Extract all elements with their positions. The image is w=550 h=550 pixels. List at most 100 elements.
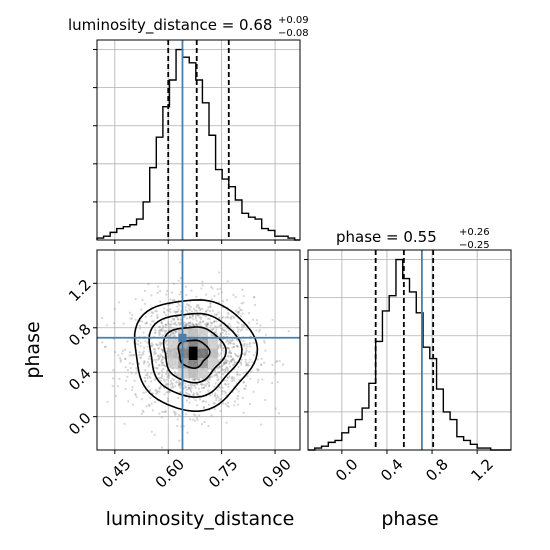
sample-point xyxy=(195,319,198,322)
sample-point xyxy=(194,419,197,422)
sample-point xyxy=(239,361,243,364)
joint-truth-marker xyxy=(178,333,187,342)
sample-point xyxy=(129,317,132,320)
sample-point xyxy=(165,382,168,385)
sample-point xyxy=(185,324,188,328)
sample-point xyxy=(211,375,214,378)
sample-point xyxy=(223,362,226,366)
sample-point xyxy=(158,372,161,375)
sample-point xyxy=(225,361,228,364)
sample-point xyxy=(148,404,151,407)
sample-point xyxy=(154,331,157,334)
sample-point xyxy=(164,410,167,413)
sample-point xyxy=(159,376,162,379)
sample-point xyxy=(210,368,213,371)
sample-point xyxy=(237,312,240,316)
sample-point xyxy=(114,351,117,354)
sample-point xyxy=(219,386,222,389)
sample-point xyxy=(207,403,211,406)
sample-point xyxy=(257,368,260,371)
sample-point xyxy=(257,378,260,381)
sample-point xyxy=(233,404,236,407)
sample-point xyxy=(237,328,240,331)
density-cell xyxy=(168,358,179,369)
sample-point xyxy=(203,406,206,409)
sample-point xyxy=(162,378,166,381)
sample-point xyxy=(178,379,181,382)
sample-point xyxy=(198,313,201,317)
density-cell xyxy=(208,358,219,369)
sample-point xyxy=(158,390,161,393)
sample-point xyxy=(232,345,236,348)
sample-point xyxy=(188,397,191,400)
sample-point xyxy=(167,376,170,379)
sample-point xyxy=(226,376,229,379)
sample-point xyxy=(265,333,268,336)
sample-point xyxy=(128,354,131,357)
sample-point xyxy=(204,315,207,318)
sample-point xyxy=(153,351,156,354)
sample-point xyxy=(223,361,226,364)
sample-point xyxy=(237,333,240,337)
sample-point xyxy=(236,354,239,357)
sample-point xyxy=(154,361,157,364)
sample-point xyxy=(204,293,208,296)
sample-point xyxy=(134,393,137,396)
sample-point xyxy=(202,406,205,409)
sample-point xyxy=(171,332,174,335)
sample-point xyxy=(229,349,232,352)
sample-point xyxy=(151,320,154,323)
sample-point xyxy=(164,341,167,344)
sample-point xyxy=(212,327,215,330)
sample-point xyxy=(232,315,235,318)
sample-point xyxy=(147,385,150,388)
sample-point xyxy=(232,364,235,367)
sample-point xyxy=(160,348,163,351)
sample-point xyxy=(195,391,199,394)
sample-point xyxy=(246,375,249,378)
sample-point xyxy=(124,366,127,369)
sample-point xyxy=(202,386,205,389)
sample-point xyxy=(236,397,239,400)
sample-point xyxy=(147,357,150,360)
sample-point xyxy=(168,391,171,394)
sample-point xyxy=(237,403,240,406)
sample-point xyxy=(168,309,171,312)
sample-point xyxy=(205,323,208,326)
sample-point xyxy=(229,365,232,368)
sample-point xyxy=(139,345,142,348)
sample-point xyxy=(172,318,176,321)
sample-point xyxy=(188,386,191,389)
sample-point xyxy=(196,314,199,317)
sample-point xyxy=(176,318,180,321)
sample-point xyxy=(204,323,207,326)
sample-point xyxy=(164,323,167,326)
sample-point xyxy=(201,280,204,283)
sample-point xyxy=(220,368,223,371)
sample-point xyxy=(233,342,236,346)
sample-point xyxy=(131,313,134,316)
sample-point xyxy=(202,386,205,390)
sample-point xyxy=(183,386,186,389)
sample-point xyxy=(199,383,202,386)
sample-point xyxy=(218,271,221,274)
sample-point xyxy=(246,364,249,367)
sample-point xyxy=(222,373,225,376)
contour-4 xyxy=(133,299,259,412)
sample-point xyxy=(179,319,182,322)
sample-point xyxy=(214,394,217,397)
sample-point xyxy=(271,318,274,321)
sample-point xyxy=(188,386,191,389)
sample-point xyxy=(224,333,227,336)
sample-point xyxy=(193,384,196,387)
sample-point xyxy=(185,317,188,320)
sample-point xyxy=(157,347,160,350)
sample-point xyxy=(213,313,216,316)
sample-point xyxy=(153,378,156,381)
sample-point xyxy=(278,359,281,362)
sample-point xyxy=(196,393,199,396)
sample-point xyxy=(163,380,166,383)
sample-point xyxy=(174,311,177,314)
sample-point xyxy=(222,316,225,319)
sample-point xyxy=(174,413,177,416)
